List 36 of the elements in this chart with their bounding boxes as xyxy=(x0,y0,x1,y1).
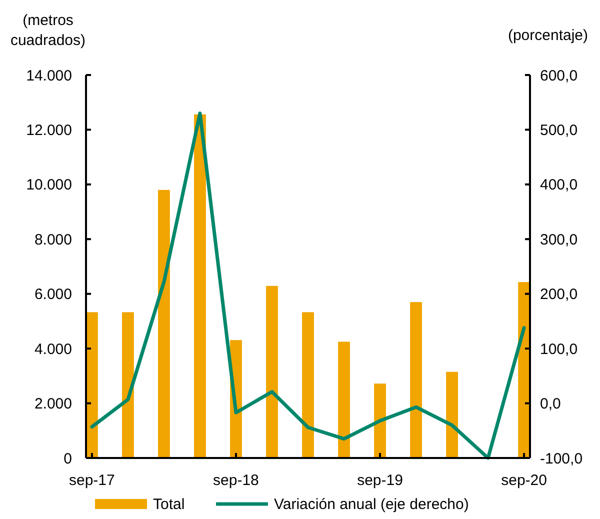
bar xyxy=(266,286,278,458)
y-tick-label: 10.000 xyxy=(26,176,72,194)
y-tick-label: 0 xyxy=(64,450,72,468)
y2-axis-title: (porcentaje) xyxy=(508,27,588,44)
y-tick-label: 6.000 xyxy=(34,286,72,304)
bar xyxy=(446,372,458,458)
bar xyxy=(374,384,386,458)
y2-tick-label: 600,0 xyxy=(540,67,578,84)
y-axis-title: (metros cuadrados) xyxy=(10,12,86,49)
legend-label: Variación anual (eje derecho) xyxy=(274,496,469,513)
x-tick-label: sep-17 xyxy=(69,472,115,489)
y-tick-label: 12.000 xyxy=(26,122,72,139)
bar xyxy=(518,282,530,458)
y-tick-label: 14.000 xyxy=(26,67,72,84)
y-tick-label: 2.000 xyxy=(34,396,72,413)
bar xyxy=(86,312,98,458)
bar xyxy=(410,302,422,458)
bar xyxy=(194,114,206,458)
line-series xyxy=(90,112,526,460)
y-tick-label: 8.000 xyxy=(34,231,72,248)
bar xyxy=(338,342,350,458)
y2-tick-label: 200,0 xyxy=(540,286,578,304)
bar xyxy=(302,312,314,458)
y2-tick-label: 400,0 xyxy=(540,176,578,194)
y2-tick-label: -100,0 xyxy=(540,450,583,468)
bar xyxy=(158,190,170,458)
x-tick-label: sep-19 xyxy=(357,472,403,489)
x-tick-label: sep-18 xyxy=(213,472,259,489)
bar xyxy=(122,312,134,458)
y2-tick-label: 0,0 xyxy=(540,396,561,413)
x-tick-label: sep-20 xyxy=(501,472,547,489)
y2-tick-label: 500,0 xyxy=(540,122,578,139)
y2-tick-label: 100,0 xyxy=(540,340,578,358)
y2-tick-label: 300,0 xyxy=(540,231,578,248)
legend-label: Total xyxy=(153,496,185,513)
y-tick-label: 4.000 xyxy=(34,340,72,358)
